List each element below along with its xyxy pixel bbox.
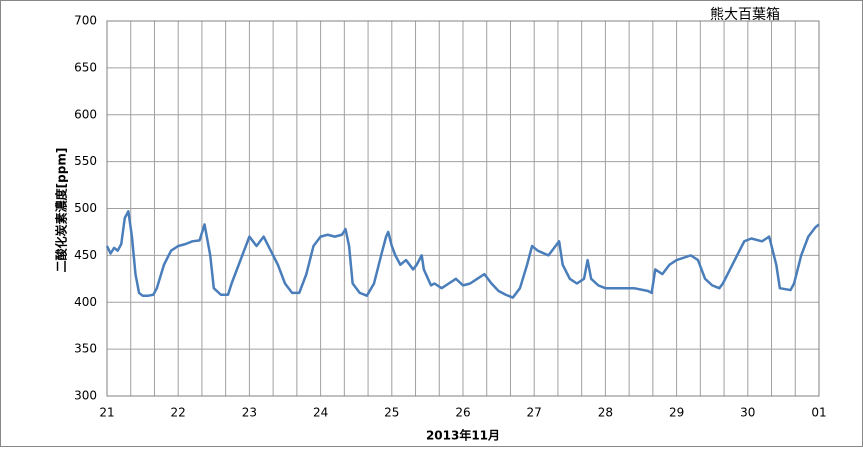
plot-area [106, 20, 820, 397]
x-axis-title: 2013年11月 [426, 428, 500, 443]
y-tick-label: 450 [74, 248, 97, 262]
x-tick-label: 24 [313, 406, 328, 420]
y-tick-label: 550 [74, 154, 97, 168]
x-tick-label: 22 [171, 406, 186, 420]
y-tick-label: 700 [74, 14, 97, 28]
x-tick-label: 26 [455, 406, 470, 420]
x-tick-label: 29 [669, 406, 684, 420]
x-tick-label: 25 [384, 406, 399, 420]
x-tick-label: 21 [99, 406, 114, 420]
y-tick-label: 350 [74, 342, 97, 356]
y-tick-label: 500 [74, 201, 97, 215]
x-tick-label: 01 [811, 406, 826, 420]
y-tick-label: 400 [74, 295, 97, 309]
x-tick-label: 27 [527, 406, 542, 420]
y-tick-label: 300 [74, 389, 97, 403]
chart-title: 熊大百葉箱 [710, 7, 780, 23]
x-tick-label: 30 [740, 406, 755, 420]
y-axis-title: 二酸化炭素濃度[ppm] [54, 148, 69, 273]
x-tick-label: 28 [598, 406, 613, 420]
y-tick-label: 650 [74, 60, 97, 74]
x-tick-label: 23 [242, 406, 257, 420]
y-tick-label: 600 [74, 107, 97, 121]
data-line [105, 210, 820, 299]
